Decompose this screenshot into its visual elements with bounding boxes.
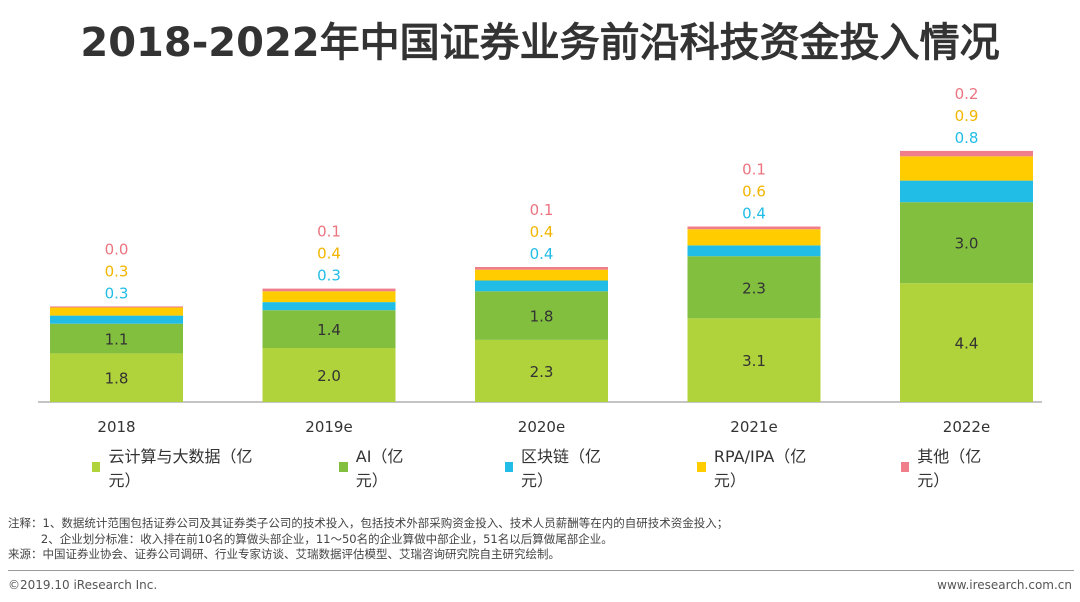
category-label-2022e: 2022e [943, 418, 990, 436]
data-label-2022e-0: 4.4 [955, 335, 979, 353]
bar-segment-2022e-0 [900, 283, 1033, 402]
note-line-2: 2、企业划分标准：收入排在前10名的算做头部企业，11～50名的企业算做中部企业… [8, 531, 613, 546]
bar-segment-2020e-2 [475, 280, 608, 292]
stacked-bar-chart: 1.8 1.1 0.3 0.3 0.0 2018 2.0 1.4 0.3 0.4 0.1 2019e 2… [38, 85, 1042, 436]
data-label-2020e-3: 0.4 [530, 223, 554, 241]
legend-item-cloud: 云计算与大数据（亿元） [92, 443, 257, 491]
chart-legend: 云计算与大数据（亿元） AI（亿元） 区块链（亿元） RPA/IPA（亿元） 其… [92, 447, 1080, 490]
legend-swatch [697, 462, 706, 472]
chart-title: 2018-2022年中国证券业务前沿科技资金投入情况 [80, 20, 1000, 66]
data-label-2021e-1: 2.3 [742, 279, 766, 297]
bar-segment-2020e-1 [475, 291, 608, 340]
bar-segment-2021e-0 [687, 318, 821, 402]
bar-segment-2018-0 [50, 353, 183, 402]
note-line-1: 注释：1、数据统计范围包括证券公司及其证券类子公司的技术投入，包括技术外部采购资… [8, 516, 729, 530]
category-label-2021e: 2021e [730, 418, 777, 436]
data-label-2019e-2: 0.3 [317, 267, 341, 285]
data-label-2018-2: 0.3 [105, 284, 129, 302]
bar-segment-2018-3 [50, 307, 183, 316]
data-label-2019e-4: 0.1 [317, 223, 341, 241]
data-label-2018-3: 0.3 [105, 262, 129, 280]
legend-swatch [339, 462, 348, 472]
bar-segment-2021e-1 [687, 256, 821, 319]
legend-item-ai: AI（亿元） [339, 443, 422, 491]
legend-swatch [92, 462, 101, 472]
legend-swatch [504, 462, 514, 472]
bar-segment-2022e-1 [900, 202, 1033, 284]
legend-label: 区块链（亿元） [521, 447, 602, 490]
data-label-2021e-4: 0.1 [742, 161, 766, 179]
legend-swatch [900, 462, 910, 472]
footer-divider [8, 570, 1074, 571]
data-label-2018-0: 1.8 [105, 370, 129, 388]
legend-label: RPA/IPA（亿元） [713, 447, 807, 490]
category-label-2020e: 2020e [518, 418, 565, 436]
bar-segment-2021e-3 [687, 229, 821, 246]
data-label-2022e-1: 3.0 [955, 235, 979, 253]
bar-segment-2020e-0 [475, 339, 608, 402]
bar-segment-2018-2 [50, 315, 183, 324]
data-label-2021e-0: 3.1 [742, 352, 766, 370]
data-label-2018-4: 0.0 [105, 240, 129, 258]
notes: 注释：1、数据统计范围包括证券公司及其证券类子公司的技术投入，包括技术外部采购资… [8, 516, 1068, 563]
data-label-2020e-2: 0.4 [530, 245, 554, 263]
bar-segment-2020e-4 [475, 267, 608, 270]
bar-segment-2019e-4 [262, 288, 396, 292]
legend-label: 云计算与大数据（亿元） [108, 447, 253, 490]
data-label-2022e-2: 0.8 [955, 129, 979, 147]
legend-item-rpa: RPA/IPA（亿元） [697, 443, 818, 491]
bar-segment-2022e-4 [900, 150, 1033, 157]
legend-label: 其他（亿元） [917, 447, 982, 490]
legend-item-other: 其他（亿元） [900, 443, 998, 491]
bar-segment-2018-4 [50, 306, 183, 308]
bar-segment-2019e-3 [262, 291, 396, 303]
category-label-2018: 2018 [97, 418, 135, 436]
data-label-2022e-3: 0.9 [955, 107, 979, 125]
bar-segment-2021e-4 [687, 226, 821, 230]
bar-segment-2019e-0 [262, 348, 396, 402]
data-label-2019e-3: 0.4 [317, 245, 341, 263]
data-label-2020e-0: 2.3 [530, 363, 554, 381]
category-label-2019e: 2019e [305, 418, 352, 436]
bar-segment-2018-1 [50, 323, 183, 354]
footer-website[interactable]: www.iresearch.com.cn [937, 578, 1072, 592]
legend-label: AI（亿元） [355, 447, 404, 490]
data-label-2019e-0: 2.0 [317, 367, 341, 385]
data-label-2020e-1: 1.8 [530, 308, 554, 326]
footer-copyright: ©2019.10 iResearch Inc. [8, 578, 158, 592]
bar-segment-2021e-2 [687, 245, 821, 257]
bar-segment-2019e-1 [262, 310, 396, 348]
data-label-2021e-2: 0.4 [742, 205, 766, 223]
data-label-2021e-3: 0.6 [742, 183, 766, 201]
bar-segment-2022e-2 [900, 180, 1033, 203]
bar-segment-2019e-2 [262, 302, 396, 311]
data-label-2019e-1: 1.4 [317, 321, 341, 339]
data-label-2018-1: 1.1 [105, 331, 129, 349]
data-label-2022e-4: 0.2 [955, 85, 979, 103]
bar-segment-2020e-3 [475, 269, 608, 281]
data-label-2020e-4: 0.1 [530, 201, 554, 219]
note-source: 来源：中国证券业协会、证券公司调研、行业专家访谈、艾瑞数据评估模型、艾瑞咨询研究… [8, 547, 560, 561]
bar-segment-2022e-3 [900, 156, 1033, 181]
legend-item-blockchain: 区块链（亿元） [504, 443, 616, 491]
